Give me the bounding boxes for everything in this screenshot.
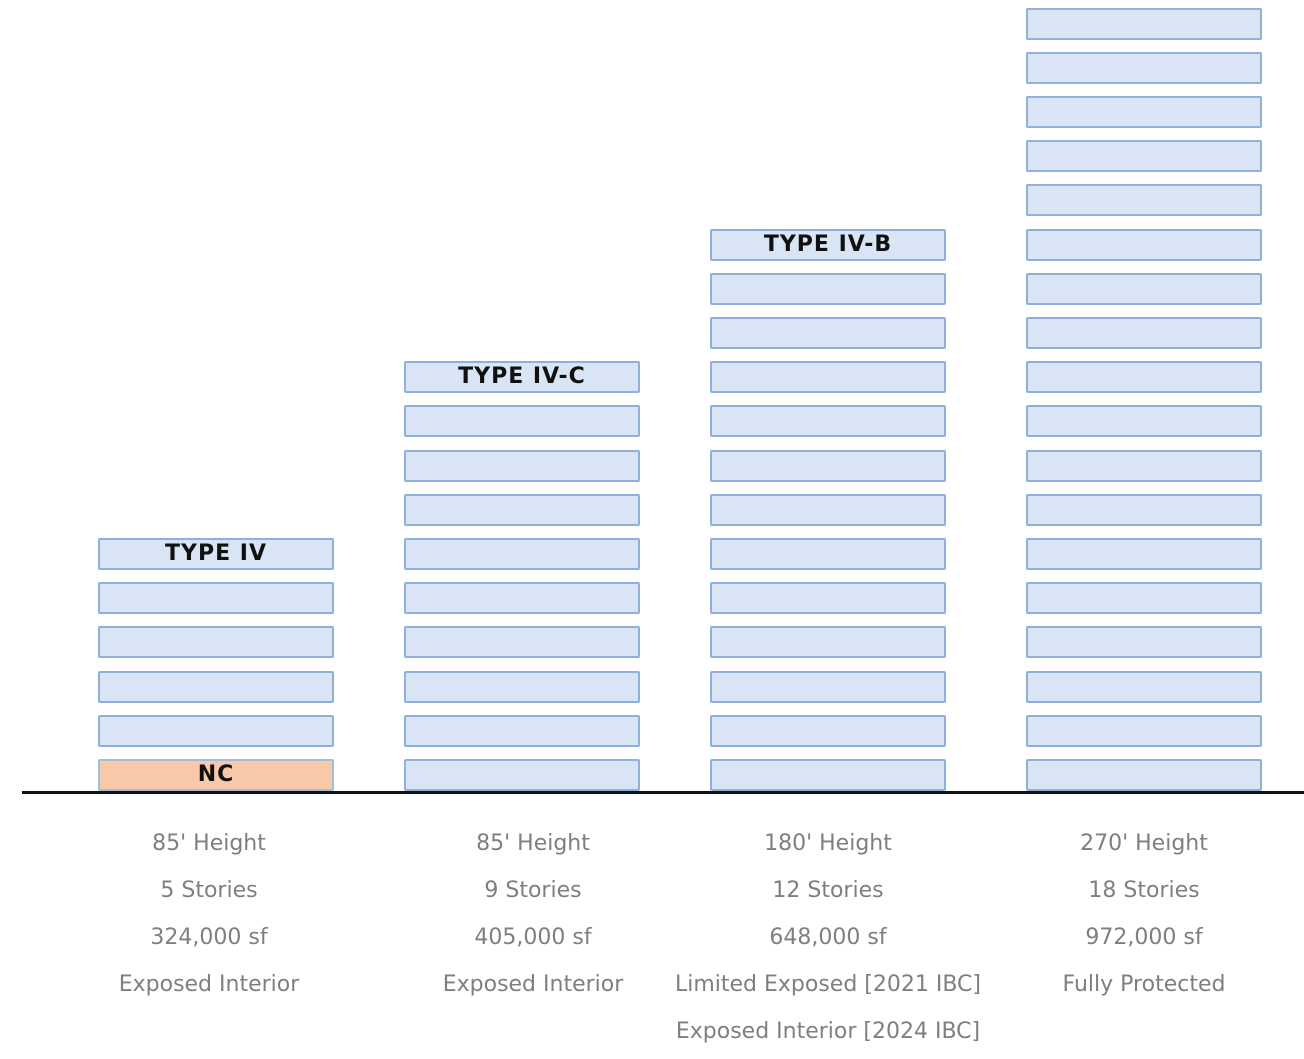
- story-slab: [1026, 670, 1262, 703]
- building-type-label-slab: TYPE IV-B: [710, 228, 946, 261]
- building-type-label: TYPE IV-C: [458, 364, 586, 390]
- story-slab: [404, 582, 640, 615]
- building-spec-list-1: 85' Height 5 Stories 324,000 sf Exposed Int…: [29, 824, 389, 1012]
- story-slab: [1026, 538, 1262, 570]
- building-column-4: TYPE IV-A: [1026, 0, 1262, 791]
- story-slab: [1026, 228, 1262, 261]
- building-type-label-slab: TYPE IV-C: [404, 361, 640, 394]
- spec-line: Exposed Interior: [442, 972, 624, 997]
- story-slab: [710, 405, 946, 438]
- building-type-label: TYPE IV: [165, 541, 267, 566]
- building-spec-list-3: 180' Height 12 Stories 648,000 sf Limited E…: [648, 824, 1008, 1059]
- story-slab: [1026, 272, 1262, 305]
- spec-line: 324,000 sf: [150, 925, 268, 950]
- story-slab: [710, 759, 946, 791]
- story-slab: [98, 582, 334, 615]
- building-column-2: TYPE IV-C: [404, 0, 640, 791]
- story-slab: [1026, 51, 1262, 84]
- story-slab: [404, 670, 640, 703]
- ground-line: [22, 791, 1304, 794]
- podium-label: NC: [197, 762, 235, 787]
- story-slab: [1026, 140, 1262, 173]
- story-slab: [710, 449, 946, 482]
- story-slab: [1026, 96, 1262, 128]
- spec-line: Fully Protected: [1062, 972, 1226, 997]
- story-slab: [1026, 626, 1262, 659]
- story-slab: [710, 272, 946, 305]
- spec-line: 270' Height: [1080, 831, 1208, 856]
- story-slab: [1026, 184, 1262, 217]
- story-slab: [710, 582, 946, 615]
- story-slab: [710, 493, 946, 526]
- story-slab: [404, 449, 640, 482]
- story-slab: [404, 405, 640, 438]
- story-slab: [98, 714, 334, 747]
- spec-line: 405,000 sf: [474, 925, 592, 950]
- building-column-1: NC TYPE IV: [98, 0, 334, 791]
- spec-line: 18 Stories: [1088, 878, 1200, 903]
- spec-line: 85' Height: [152, 831, 266, 856]
- spec-line: 972,000 sf: [1085, 925, 1203, 950]
- story-slab: [1026, 759, 1262, 791]
- story-slab: [1026, 714, 1262, 747]
- story-slab: [404, 493, 640, 526]
- story-slab: [1026, 493, 1262, 526]
- spec-line: 9 Stories: [484, 878, 582, 903]
- spec-line: 648,000 sf: [769, 925, 887, 950]
- story-slab: [98, 626, 334, 659]
- story-slab: [710, 714, 946, 747]
- story-slab: [98, 670, 334, 703]
- building-column-3: TYPE IV-B: [710, 0, 946, 791]
- story-slab: [710, 626, 946, 659]
- building-type-label-slab: TYPE IV: [98, 538, 334, 570]
- spec-line: Exposed Interior: [118, 972, 300, 997]
- story-slab: [404, 538, 640, 570]
- spec-line: 5 Stories: [160, 878, 258, 903]
- building-spec-list-4: 270' Height 18 Stories 972,000 sf Fully Pro…: [964, 824, 1304, 1012]
- story-slab: [1026, 405, 1262, 438]
- spec-line: 12 Stories: [772, 878, 884, 903]
- story-slab: [710, 538, 946, 570]
- story-slab: [404, 626, 640, 659]
- story-slab: [1026, 582, 1262, 615]
- story-slab: [1026, 7, 1262, 40]
- spec-line: 180' Height: [764, 831, 892, 856]
- spec-line: 85' Height: [476, 831, 590, 856]
- building-type-label: TYPE IV-B: [763, 231, 893, 257]
- spec-line: Limited Exposed [2021 IBC]: [674, 972, 982, 997]
- story-slab: [404, 759, 640, 791]
- building-spec-list-2: 85' Height 9 Stories 405,000 sf Exposed Int…: [353, 824, 713, 1012]
- story-slab: [1026, 449, 1262, 482]
- story-slab: [404, 714, 640, 747]
- spec-line: Exposed Interior [2024 IBC]: [675, 1019, 981, 1044]
- story-slab: [1026, 317, 1262, 349]
- non-combustible-podium: NC: [98, 759, 334, 791]
- story-slab: [710, 317, 946, 349]
- story-slab: [1026, 361, 1262, 394]
- story-slab: [710, 670, 946, 703]
- story-slab: [710, 361, 946, 394]
